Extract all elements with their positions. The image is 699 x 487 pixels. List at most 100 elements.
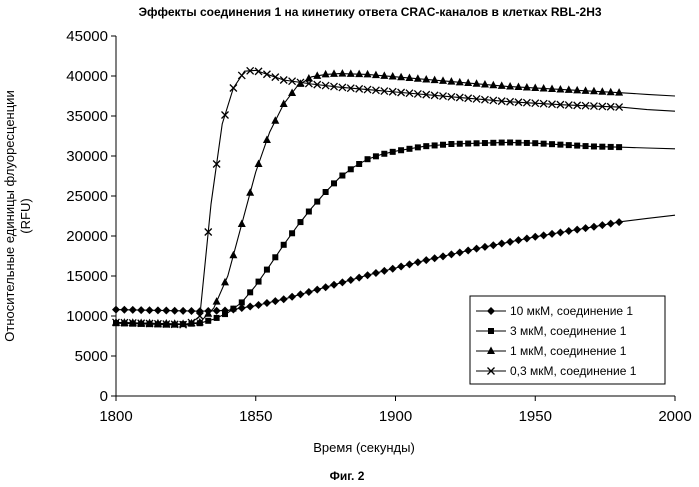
data-point [406, 146, 412, 152]
data-point [313, 286, 321, 294]
data-point [499, 140, 505, 146]
data-point [129, 306, 137, 314]
data-point [573, 86, 581, 94]
data-point [339, 173, 345, 179]
series-4 [113, 67, 676, 328]
data-point [271, 116, 279, 124]
series-line [116, 74, 675, 324]
data-point [548, 230, 556, 238]
y-axis-label-line-1: Относительные единицы флуоресценции [2, 90, 17, 341]
x-tick-label: 1950 [519, 408, 552, 425]
data-point [464, 247, 472, 255]
data-point [296, 290, 304, 298]
data-point [432, 142, 438, 148]
data-point [591, 143, 597, 149]
data-point [255, 160, 263, 168]
data-point [146, 306, 154, 314]
data-point [380, 267, 388, 275]
data-point [440, 142, 446, 148]
data-point [338, 69, 346, 77]
data-point [514, 83, 522, 91]
data-point [523, 234, 531, 242]
data-point [322, 283, 330, 291]
data-point [355, 70, 363, 78]
data-point [590, 223, 598, 231]
x-tick-label: 1800 [99, 408, 132, 425]
data-point [607, 220, 615, 228]
data-point [573, 226, 581, 234]
data-point [557, 142, 563, 148]
data-point [616, 144, 622, 150]
data-point [540, 231, 548, 239]
data-point [506, 82, 514, 90]
data-point [171, 307, 179, 315]
data-point [565, 227, 573, 235]
y-tick-label: 20000 [66, 228, 108, 245]
data-point [263, 71, 270, 78]
legend-label: 0,3 мкМ, соединение 1 [510, 364, 637, 378]
data-point [373, 153, 379, 159]
data-point [239, 299, 245, 305]
data-point [423, 143, 429, 149]
y-tick-label: 45000 [66, 28, 108, 45]
data-point [565, 85, 573, 93]
series-3 [112, 69, 675, 327]
data-point [263, 136, 271, 144]
data-point [456, 248, 464, 256]
data-point [255, 301, 263, 309]
data-point [322, 70, 330, 78]
data-point [490, 140, 496, 146]
data-point [541, 141, 547, 147]
series-markers [113, 67, 623, 328]
data-point [213, 297, 221, 305]
data-point [338, 278, 346, 286]
data-point [323, 189, 329, 195]
data-point [482, 140, 488, 146]
data-point [465, 141, 471, 147]
data-point [615, 218, 623, 226]
data-point [330, 69, 338, 77]
data-point [247, 289, 253, 295]
data-point [582, 224, 590, 232]
data-point [289, 230, 295, 236]
data-point [531, 233, 539, 241]
data-point [498, 240, 506, 248]
data-point [271, 297, 279, 305]
legend-marker [488, 328, 494, 334]
data-point [422, 256, 430, 264]
data-point [372, 269, 380, 277]
y-tick-label: 10000 [66, 308, 108, 325]
data-point [524, 140, 530, 146]
data-point [214, 315, 220, 321]
series-markers [112, 69, 623, 327]
data-point [599, 144, 605, 150]
y-tick-label: 5000 [75, 348, 108, 365]
data-point [397, 263, 405, 271]
data-point [415, 144, 421, 150]
y-tick-label: 30000 [66, 148, 108, 165]
data-point [507, 139, 513, 145]
y-axis-label-line-2: (RFU) [18, 198, 33, 233]
data-point [364, 271, 372, 279]
data-point [481, 243, 489, 251]
data-point [615, 88, 623, 96]
data-point [288, 293, 296, 301]
x-tick-label: 1900 [379, 408, 412, 425]
data-point [431, 254, 439, 262]
data-point [523, 83, 531, 91]
data-point [238, 72, 245, 79]
data-point [179, 307, 187, 315]
chart-title: Эффекты соединения 1 на кинетику ответа … [138, 5, 601, 19]
data-point [355, 274, 363, 282]
data-point [229, 251, 237, 259]
data-point [548, 84, 556, 92]
data-point [473, 245, 481, 253]
data-point [264, 267, 270, 273]
data-point [246, 303, 254, 311]
y-tick-label: 15000 [66, 268, 108, 285]
data-point [162, 307, 170, 315]
data-point [598, 87, 606, 95]
data-point [381, 151, 387, 157]
data-point [347, 69, 355, 77]
